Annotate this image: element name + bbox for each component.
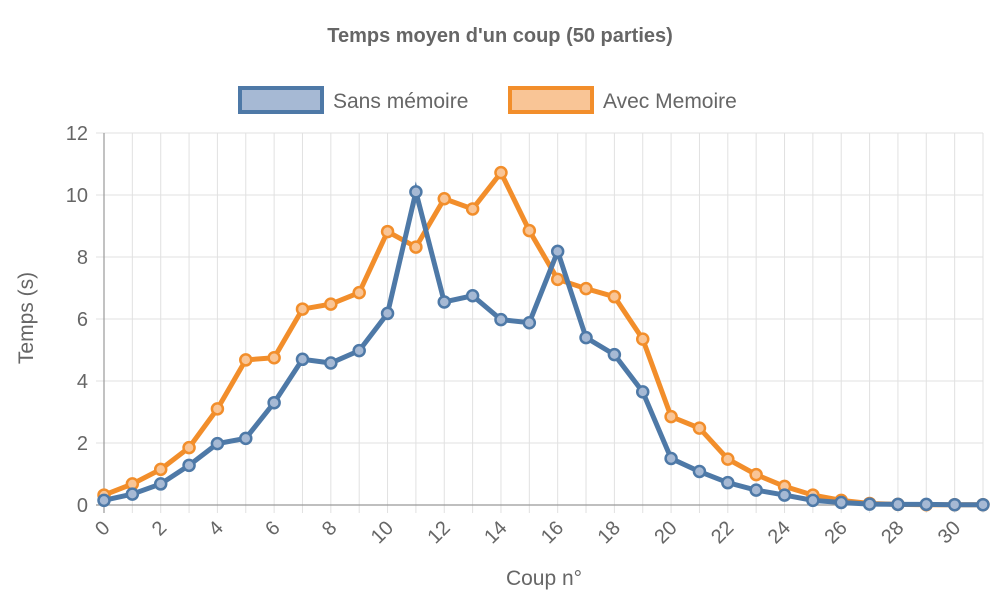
x-tick-label: 26 (820, 517, 851, 548)
x-tick-label: 0 (91, 517, 114, 540)
data-point[interactable] (153, 462, 168, 477)
legend-label-avec-memoire[interactable]: Avec Memoire (603, 90, 737, 113)
data-point[interactable] (550, 272, 565, 287)
data-point[interactable] (182, 458, 196, 473)
chart-title: Temps moyen d'un coup (50 parties) (327, 25, 673, 47)
axes (96, 133, 983, 513)
y-tick-label: 0 (77, 495, 88, 517)
data-point[interactable] (380, 224, 395, 239)
data-point[interactable] (834, 495, 848, 510)
data-point[interactable] (749, 483, 763, 497)
data-point[interactable] (494, 165, 508, 180)
data-point[interactable] (267, 395, 281, 410)
data-point[interactable] (806, 493, 820, 508)
x-tick-label: 8 (318, 517, 341, 540)
data-point[interactable] (749, 467, 763, 482)
legend-swatch-avec-memoire[interactable] (508, 86, 594, 114)
series-0 (97, 181, 990, 512)
data-point[interactable] (352, 285, 366, 300)
y-tick-label: 12 (66, 123, 88, 145)
y-tick-label: 8 (77, 247, 88, 269)
data-point[interactable] (409, 185, 423, 199)
x-tick-label: 24 (764, 517, 795, 548)
data-point[interactable] (324, 297, 338, 311)
x-tick-label: 14 (480, 517, 511, 548)
data-point[interactable] (664, 451, 678, 466)
series-line (103, 167, 983, 508)
data-point[interactable] (579, 281, 593, 296)
data-point[interactable] (267, 351, 281, 365)
data-point[interactable] (125, 487, 140, 501)
series-layer (97, 165, 990, 512)
y-tick-label: 6 (77, 309, 88, 331)
data-point[interactable] (295, 352, 310, 367)
legend-label-sans-memoire[interactable]: Sans mémoire (333, 90, 468, 113)
series-1 (97, 165, 990, 512)
data-point[interactable] (295, 302, 310, 316)
x-tick-label: 20 (650, 517, 681, 548)
data-point[interactable] (522, 223, 537, 238)
x-tick-labels: 0 2 4 6 8 10 12 14 16 18 20 22 24 26 28 30 (91, 517, 965, 548)
data-point[interactable] (692, 464, 707, 479)
x-tick-label: 6 (261, 517, 284, 540)
data-point[interactable] (607, 289, 622, 304)
y-tick-labels: 0 2 4 6 8 10 12 (66, 123, 88, 517)
x-tick-label: 12 (424, 517, 455, 548)
y-tick-label: 2 (77, 433, 88, 455)
grid (96, 132, 984, 513)
data-point[interactable] (976, 497, 990, 512)
x-tick-label: 16 (537, 517, 568, 548)
data-point[interactable] (409, 240, 423, 254)
x-tick-label: 10 (367, 517, 398, 548)
data-point[interactable] (97, 493, 111, 508)
data-point[interactable] (239, 431, 253, 446)
data-point[interactable] (919, 497, 934, 512)
y-tick-label: 10 (66, 185, 88, 207)
data-point[interactable] (465, 202, 480, 216)
data-point[interactable] (579, 330, 593, 345)
data-point[interactable] (862, 497, 877, 511)
data-point[interactable] (210, 402, 225, 416)
x-tick-label: 28 (877, 517, 908, 548)
legend-swatch-sans-memoire[interactable] (238, 86, 324, 114)
data-point[interactable] (522, 315, 537, 330)
x-tick-label: 2 (148, 517, 171, 540)
data-point[interactable] (324, 356, 338, 370)
x-tick-label: 18 (594, 517, 625, 548)
x-tick-label: 22 (707, 517, 738, 548)
data-point[interactable] (692, 421, 707, 435)
data-point[interactable] (380, 306, 395, 321)
data-point[interactable] (721, 475, 735, 490)
y-tick-label: 4 (77, 371, 88, 393)
data-point[interactable] (153, 477, 168, 491)
data-point[interactable] (947, 497, 962, 512)
data-point[interactable] (664, 409, 678, 424)
data-point[interactable] (607, 347, 622, 362)
data-point[interactable] (635, 332, 650, 346)
data-point[interactable] (721, 452, 735, 466)
data-point[interactable] (465, 289, 480, 303)
data-point[interactable] (210, 436, 225, 451)
y-axis-title: Temps (s) (15, 272, 38, 364)
x-tick-label: 30 (934, 517, 965, 548)
x-tick-label: 4 (205, 517, 228, 540)
data-point[interactable] (777, 488, 792, 502)
data-point[interactable] (635, 385, 650, 399)
series-line (103, 181, 983, 508)
legend: Sans mémoire Avec Memoire (238, 86, 737, 114)
data-point[interactable] (239, 353, 253, 367)
data-point[interactable] (437, 191, 452, 206)
data-point[interactable] (550, 244, 565, 259)
data-point[interactable] (437, 295, 452, 309)
data-point[interactable] (494, 312, 508, 327)
data-point[interactable] (352, 343, 366, 358)
data-point[interactable] (891, 497, 905, 512)
data-point[interactable] (182, 440, 196, 455)
x-axis-title: Coup n° (506, 567, 582, 590)
